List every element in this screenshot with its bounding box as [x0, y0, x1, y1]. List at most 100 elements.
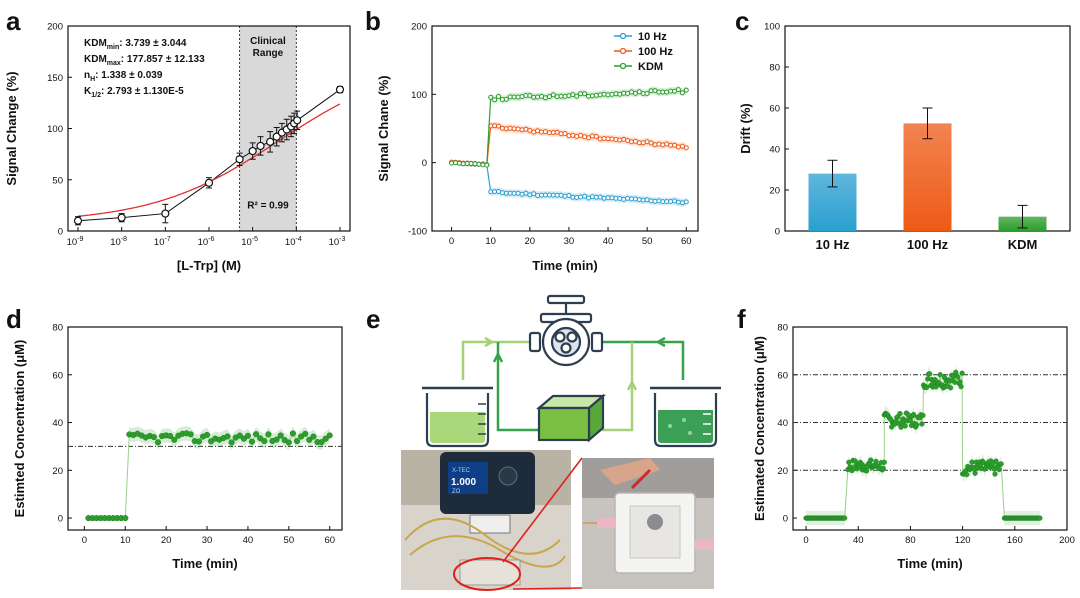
series-point [582, 193, 588, 199]
stat-sub: H [90, 76, 95, 83]
series-point [683, 87, 689, 93]
stat-value: : 1.338 ± 0.039 [95, 70, 163, 81]
series-point [542, 192, 548, 198]
x-tick-label: 50 [284, 535, 295, 546]
x-tick-label: 30 [202, 535, 213, 546]
series-point [535, 128, 541, 134]
series-point [625, 91, 631, 96]
x-tick-label: 50 [642, 236, 653, 247]
series-point [449, 160, 455, 166]
x-tick-exp: -6 [208, 236, 214, 243]
series-point [546, 192, 552, 198]
data-point [335, 85, 345, 94]
series-point [589, 194, 595, 200]
series-point [675, 87, 681, 93]
series-point [550, 192, 556, 198]
x-axis-label: Time (min) [897, 556, 963, 571]
x-tick-base: 10 [285, 237, 296, 248]
panel-label-e: e [366, 304, 380, 334]
y-tick-label: 40 [52, 418, 63, 429]
series-point [586, 93, 591, 99]
concentration-point [846, 459, 852, 465]
series-point [562, 131, 568, 136]
concentration-point [326, 432, 333, 439]
series-point [601, 91, 607, 97]
data-point [235, 155, 244, 164]
y-tick-label: 80 [777, 323, 788, 334]
concentration-point [289, 430, 296, 437]
panel-label-d: d [6, 304, 22, 334]
x-tick-base: 10 [154, 237, 165, 248]
series-point [531, 191, 537, 197]
y-tick-label: 0 [58, 227, 63, 238]
data-point [248, 146, 257, 156]
concentration-point [150, 434, 157, 441]
series-point [511, 190, 517, 196]
device-value: 1.000 [451, 477, 476, 488]
x-tick-label: 10-6 [198, 236, 215, 248]
photo-device-setup: X-TEC 1.000 ZO [401, 450, 571, 591]
series-point [515, 190, 521, 196]
y-tick-label: 20 [769, 186, 780, 197]
concentration-point [972, 470, 978, 476]
series-point [554, 94, 560, 100]
series-point [668, 88, 674, 94]
concentration-point [1037, 515, 1043, 521]
y-tick-label: 60 [777, 370, 788, 381]
y-tick-label: 80 [52, 323, 63, 334]
series-point [679, 200, 685, 206]
concentration-point [171, 436, 178, 443]
y-tick-label: 20 [52, 466, 63, 477]
concentration-point [322, 435, 329, 442]
series-point [675, 199, 681, 205]
x-tick-base: 10 [329, 237, 340, 248]
series-point [609, 91, 615, 97]
beaker-right-icon [650, 386, 721, 448]
series-point [499, 190, 505, 196]
concentration-point [318, 439, 325, 446]
stat-sub: min [107, 44, 119, 51]
series-point [496, 94, 501, 99]
series-point [468, 161, 474, 166]
series-point [488, 189, 494, 195]
concentration-point [902, 423, 908, 429]
series-point [589, 133, 595, 139]
concentration-point [957, 379, 963, 385]
y-axis-label: Signal Chane (%) [376, 75, 391, 181]
photo-sensor-closeup [582, 458, 714, 589]
series-point [597, 136, 603, 142]
series-point [625, 195, 631, 201]
series-point [636, 89, 642, 95]
series-point [515, 126, 521, 132]
series-point [558, 192, 564, 198]
series-point [527, 192, 533, 198]
series-point [644, 197, 650, 203]
series-point [589, 93, 595, 99]
series-point [652, 198, 658, 204]
concentration-point [285, 439, 292, 446]
pipe-right-top [595, 340, 685, 380]
y-tick-label: 60 [769, 104, 780, 115]
series-point [562, 93, 568, 99]
series-point [558, 131, 564, 137]
concentration-point [167, 432, 174, 440]
concentration-line [806, 372, 1040, 519]
x-tick-label: 10-7 [154, 236, 171, 248]
concentration-point [992, 471, 998, 477]
y-tick-label: 100 [764, 22, 780, 33]
concentration-point [927, 371, 933, 377]
series-point [664, 89, 670, 95]
data-point [293, 116, 302, 125]
concentration-point [195, 438, 202, 445]
concentration-point [122, 515, 129, 522]
series-point [558, 93, 564, 99]
concentration-point [955, 374, 961, 380]
series-point [632, 196, 638, 202]
x-tick-label: 10-5 [241, 236, 258, 248]
series-point [523, 190, 529, 196]
series-point [582, 134, 588, 140]
stat-sub: 1/2 [91, 92, 101, 99]
series-point [625, 138, 631, 143]
panel-label-b: b [365, 6, 381, 36]
concentration-point [277, 432, 284, 439]
